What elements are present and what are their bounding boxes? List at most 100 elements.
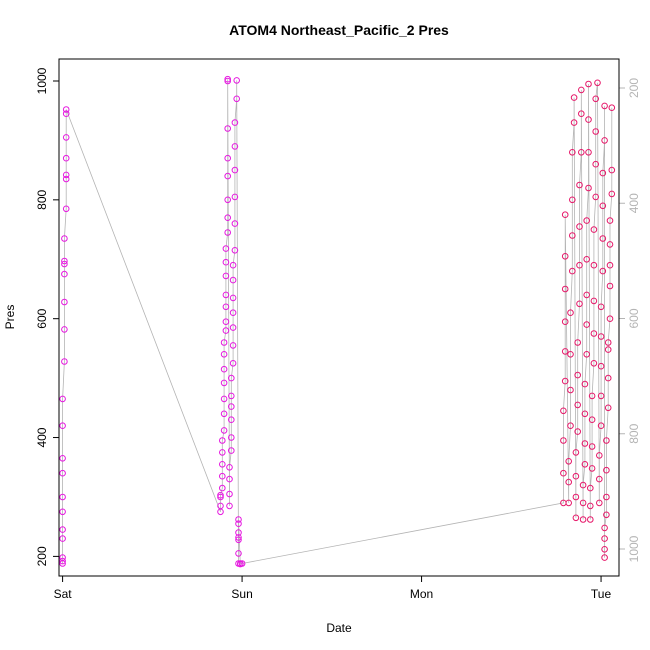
data-point bbox=[222, 318, 230, 326]
data-point bbox=[606, 241, 614, 248]
data-point bbox=[570, 94, 578, 101]
data-point bbox=[606, 315, 614, 323]
data-point bbox=[222, 272, 230, 280]
data-point bbox=[217, 493, 224, 501]
data-point bbox=[579, 481, 587, 489]
data-point bbox=[59, 493, 66, 501]
data-point bbox=[62, 175, 70, 183]
data-point bbox=[606, 217, 614, 224]
data-point bbox=[62, 171, 70, 179]
data-point bbox=[62, 110, 70, 117]
data-point bbox=[235, 516, 242, 523]
data-point bbox=[561, 285, 569, 293]
data-point bbox=[603, 437, 610, 444]
data-point bbox=[561, 252, 569, 260]
data-point bbox=[585, 80, 592, 88]
points-layer bbox=[59, 75, 616, 568]
data-point bbox=[238, 560, 246, 567]
data-point bbox=[224, 125, 231, 132]
data-point bbox=[228, 403, 235, 410]
y-tick-label: 1000 bbox=[35, 67, 49, 94]
data-point bbox=[229, 309, 237, 317]
data-point bbox=[219, 472, 226, 480]
data-point bbox=[235, 534, 242, 541]
data-point bbox=[224, 172, 231, 180]
title-group: ATOM4 Northeast_Pacific_2 Pres bbox=[229, 22, 449, 38]
right-tick-label: 1000 bbox=[627, 535, 641, 562]
data-point bbox=[578, 149, 585, 156]
data-point bbox=[572, 449, 580, 456]
data-point bbox=[579, 499, 587, 507]
data-point bbox=[572, 493, 580, 501]
data-point bbox=[231, 193, 239, 201]
data-point bbox=[220, 395, 228, 403]
data-point bbox=[222, 245, 230, 252]
data-point bbox=[237, 560, 244, 567]
data-point bbox=[226, 502, 233, 510]
data-point bbox=[606, 282, 614, 290]
data-point bbox=[596, 475, 603, 483]
data-point bbox=[603, 493, 610, 501]
lines-layer bbox=[62, 79, 613, 565]
data-point bbox=[581, 410, 589, 418]
data-point bbox=[603, 466, 610, 474]
data-point bbox=[59, 422, 66, 430]
data-point bbox=[61, 298, 68, 306]
data-point bbox=[596, 452, 603, 459]
data-point bbox=[574, 401, 582, 409]
data-point bbox=[601, 524, 608, 532]
data-point bbox=[565, 458, 573, 465]
y-tick-label: 600 bbox=[35, 308, 49, 328]
data-point bbox=[576, 181, 583, 189]
data-point bbox=[222, 303, 230, 311]
data-point bbox=[59, 526, 66, 533]
data-point bbox=[588, 465, 596, 472]
data-point bbox=[235, 520, 242, 528]
data-point bbox=[567, 351, 574, 358]
data-point bbox=[224, 229, 231, 236]
data-point bbox=[229, 342, 237, 349]
right-tick-label: 600 bbox=[627, 308, 641, 328]
data-point bbox=[229, 294, 237, 302]
right-tick-label: 200 bbox=[627, 78, 641, 98]
data-point bbox=[581, 440, 589, 447]
y-tick-label: 800 bbox=[35, 190, 49, 210]
data-point bbox=[61, 270, 68, 278]
data-point bbox=[590, 226, 598, 233]
data-point bbox=[220, 427, 228, 434]
data-point bbox=[224, 75, 231, 83]
chart-title: ATOM4 Northeast_Pacific_2 Pres bbox=[229, 22, 449, 38]
data-point bbox=[567, 309, 574, 317]
data-point bbox=[61, 260, 68, 268]
data-point bbox=[590, 297, 598, 305]
data-point bbox=[229, 324, 237, 331]
data-point bbox=[59, 554, 66, 561]
data-point bbox=[219, 449, 226, 456]
data-point bbox=[560, 469, 567, 477]
data-point bbox=[597, 333, 605, 340]
data-point bbox=[599, 235, 607, 242]
y-tick-label: 400 bbox=[35, 427, 49, 447]
data-point bbox=[570, 119, 578, 126]
right-tick-label: 800 bbox=[627, 423, 641, 443]
data-point bbox=[229, 261, 237, 269]
data-point bbox=[601, 137, 608, 144]
data-point bbox=[61, 235, 68, 242]
data-point bbox=[588, 392, 596, 400]
x-tick-label: Mon bbox=[410, 587, 433, 601]
data-point bbox=[61, 257, 68, 265]
data-point bbox=[585, 149, 592, 156]
right-tick-label: 400 bbox=[627, 193, 641, 213]
data-point bbox=[604, 339, 612, 346]
data-point bbox=[569, 232, 576, 239]
data-point bbox=[576, 300, 583, 308]
data-point bbox=[222, 291, 230, 299]
data-point bbox=[603, 511, 610, 519]
data-point bbox=[604, 346, 612, 353]
data-point bbox=[567, 386, 574, 394]
data-point bbox=[561, 211, 569, 218]
data-point bbox=[59, 455, 66, 462]
data-point bbox=[572, 514, 580, 522]
data-point bbox=[224, 154, 231, 162]
data-point bbox=[228, 374, 235, 382]
